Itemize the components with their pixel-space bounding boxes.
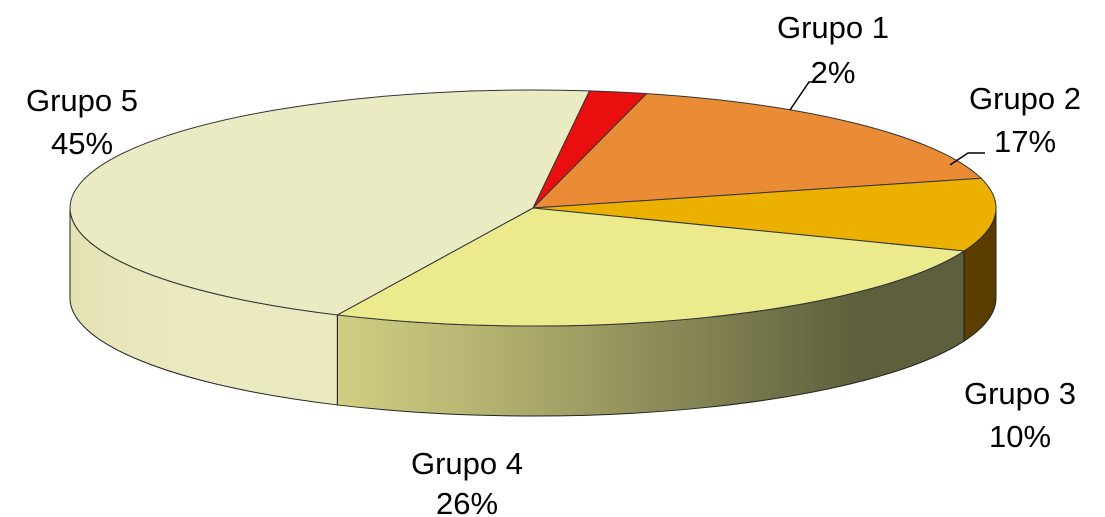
leader-lines (789, 81, 985, 166)
slice-labels: Grupo 12%Grupo 217%Grupo 310%Grupo 426%G… (26, 10, 1081, 517)
leader-line-1 (789, 81, 820, 111)
percent-label: 17% (994, 124, 1056, 159)
pie-tops (69, 89, 997, 327)
category-label: Grupo 4 (411, 446, 523, 481)
slice-3 (532, 177, 997, 252)
percent-label: 10% (989, 419, 1051, 454)
slice-4 (335, 207, 966, 327)
category-label: Grupo 2 (969, 81, 1081, 116)
category-label: Grupo 5 (26, 83, 138, 118)
category-label: Grupo 3 (964, 376, 1076, 411)
slice-label-3: Grupo 3 10% (964, 376, 1076, 454)
slice-5 (69, 89, 591, 316)
slice-label-5: Grupo 5 45% (26, 83, 138, 161)
percent-label: 26% (436, 486, 498, 517)
slice-2 (531, 93, 983, 209)
slice-label-2: Grupo 2 17% (969, 81, 1081, 159)
slice-label-1: Grupo 1 2% (777, 10, 889, 90)
leader-line-2 (949, 152, 985, 166)
percent-label: 45% (51, 126, 113, 161)
slice-label-4: Grupo 4 26% (411, 446, 523, 517)
percent-label: 2% (811, 55, 856, 90)
category-label: Grupo 1 (777, 10, 889, 45)
